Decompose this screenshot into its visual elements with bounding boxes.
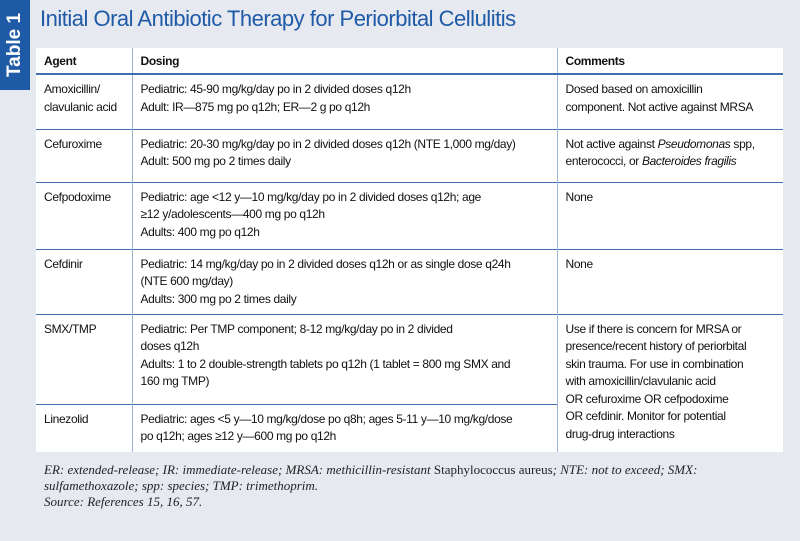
text-line: (NTE 600 mg/day)	[140, 274, 234, 288]
text-line: Pediatric: ages <5 y—10 mg/kg/dose po q8…	[140, 411, 513, 426]
table-row: SMX/TMP Pediatric: Per TMP component; 8-1…	[36, 313, 783, 452]
column-header: Comments	[556, 48, 783, 75]
text-line: ≥12 y/adolescents—400 mg po q12h	[140, 207, 326, 221]
text-run: ; NTE: not to exceed; SMX:	[552, 462, 698, 477]
text-run: spp,	[730, 136, 755, 151]
text-line: Adults: 1 to 2 double-strength tablets p…	[140, 356, 511, 371]
agent-cell: Linezolid	[36, 403, 132, 452]
text-line: doses q12h	[140, 339, 200, 353]
text-line: drug-drug interactions	[565, 426, 675, 441]
text-line: Cefpodoxime	[44, 189, 111, 204]
agent-cell: SMX/TMP	[36, 313, 132, 404]
header-row: Agent Dosing Comments	[36, 48, 783, 75]
column-header: Dosing	[131, 48, 557, 75]
text-line: enterococci, or Bacteroides fragilis	[566, 153, 776, 171]
comments-cell: None	[556, 248, 783, 314]
agent-cell: Cefpodoxime	[36, 181, 132, 249]
text-line: Pediatric: Per TMP component; 8-12 mg/kg…	[140, 321, 453, 336]
text-line: Dosed based on amoxicillin	[565, 82, 703, 96]
text-run: Staphylococcus aureus	[433, 462, 553, 477]
text-line: Pediatric: 20-30 mg/kg/day po in 2 divid…	[140, 136, 516, 151]
text-line: OR cefdinir. Monitor for potential	[565, 409, 727, 423]
table-row: Cefpodoxime Pediatric: age <12 y—10 mg/kg…	[36, 181, 783, 249]
text-line: skin trauma. For use in combination	[565, 356, 744, 371]
text-run: ER: extended-release; IR: immediate-rele…	[44, 462, 434, 477]
text-run: Not active against	[565, 136, 658, 151]
text-line: clavulanic acid	[44, 99, 117, 114]
text-line: component. Not active against MRSA	[565, 99, 754, 114]
comments-cell: Dosed based on amoxicillin component. Not…	[556, 73, 783, 129]
comments-cell: Use if there is concern for MRSA or prese…	[556, 313, 783, 452]
dosing-cell: Pediatric: ages <5 y—10 mg/kg/dose po q8…	[131, 403, 557, 452]
agent-cell: Cefuroxime	[36, 128, 132, 182]
text-line: Adult: 500 mg po 2 times daily	[140, 154, 292, 168]
dosing-cell: Pediatric: 20-30 mg/kg/day po in 2 divid…	[131, 128, 557, 182]
table: Agent Dosing Comments Amoxicillin/clavulan…	[36, 48, 783, 452]
text-run: Bacteroides fragilis	[641, 154, 737, 168]
text-line: Amoxicillin/	[44, 82, 100, 96]
text-line: presence/recent history of periorbital	[565, 339, 747, 353]
dosing-cell: Pediatric: age <12 y—10 mg/kg/day po in …	[131, 181, 557, 249]
agent-cell: Cefdinir	[36, 248, 132, 314]
text-line: Adults: 300 mg po 2 times daily	[140, 291, 297, 306]
table-row: Cefdinir Pediatric: 14 mg/kg/day po in 2 …	[36, 248, 783, 314]
text-line: None	[565, 189, 594, 204]
column-header: Agent	[36, 48, 132, 75]
text-line: po q12h; ages ≥12 y—600 mg po q12h	[140, 429, 337, 443]
text-line: Linezolid	[44, 411, 89, 426]
text-line: OR cefuroxime OR cefpodoxime	[565, 391, 729, 406]
text-line: 160 mg TMP)	[140, 374, 210, 388]
table-label-bar: Table 1	[0, 0, 30, 90]
title: Initial Oral Antibiotic Therapy for Peri…	[40, 6, 516, 31]
dosing-cell: Pediatric: 45-90 mg/kg/day po in 2 divid…	[131, 73, 557, 129]
footnote: ER: extended-release; IR: immediate-rele…	[44, 462, 697, 510]
table-label: Table 1	[4, 12, 25, 78]
text-line: Source: References 15, 16, 57.	[44, 494, 203, 509]
text-line: ER: extended-release; IR: immediate-rele…	[44, 462, 697, 478]
text-line: None	[565, 256, 594, 271]
text-run: enterococci, or	[565, 154, 642, 168]
comments-cell: None	[556, 181, 783, 249]
table-row: Cefuroxime Pediatric: 20-30 mg/kg/day po …	[36, 128, 783, 182]
text-line: SMX/TMP	[44, 321, 97, 336]
text-line: Cefdinir	[44, 256, 83, 271]
table-row: Amoxicillin/clavulanic acid Pediatric: 45…	[36, 73, 783, 129]
text-line: Pediatric: age <12 y—10 mg/kg/day po in …	[140, 189, 482, 204]
text-line: Not active against Pseudomonas spp,	[566, 136, 776, 154]
text-line: Adults: 400 mg po q12h	[140, 224, 260, 239]
text-line: Use if there is concern for MRSA or	[565, 321, 742, 336]
table-row: Linezolid Pediatric: ages <5 y—10 mg/kg/d…	[36, 403, 783, 452]
text-line: Adult: IR—875 mg po q12h; ER—2 g po q12h	[140, 99, 371, 114]
agent-cell: Amoxicillin/clavulanic acid	[36, 73, 132, 129]
text-line: Pediatric: 14 mg/kg/day po in 2 divided …	[140, 256, 511, 271]
dosing-cell: Pediatric: Per TMP component; 8-12 mg/kg…	[131, 313, 557, 404]
text-run: Pseudomonas	[657, 136, 731, 151]
comments-cell: Not active against Pseudomonas spp, enter…	[556, 128, 783, 182]
dosing-cell: Pediatric: 14 mg/kg/day po in 2 divided …	[131, 248, 557, 314]
text-line: sulfamethoxazole; spp: species; TMP: tri…	[44, 478, 319, 493]
text-line: Pediatric: 45-90 mg/kg/day po in 2 divid…	[140, 82, 412, 96]
text-line: Cefuroxime	[44, 136, 102, 151]
text-line: with amoxicillin/clavulanic acid	[565, 374, 717, 388]
